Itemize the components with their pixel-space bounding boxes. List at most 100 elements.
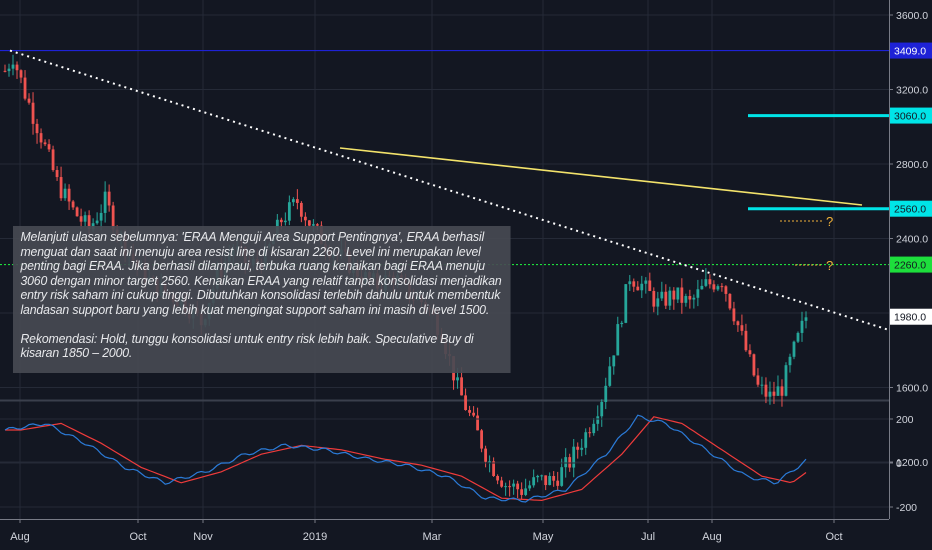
time-tick-label: 2019	[303, 531, 327, 543]
candle-body	[728, 293, 732, 309]
candle-body	[524, 488, 528, 495]
candle-body	[311, 224, 315, 226]
candle-body	[736, 321, 740, 326]
candle-body	[544, 475, 548, 486]
candle-body	[660, 291, 664, 299]
candle-body	[780, 386, 784, 396]
time-tick-label: Jul	[641, 531, 655, 543]
candle-body	[684, 296, 688, 303]
candle-body	[63, 188, 67, 199]
candle-body	[27, 98, 31, 103]
candle-body	[460, 377, 463, 396]
candle-body	[103, 191, 107, 213]
trendline-yellow	[339, 147, 863, 206]
candle-body	[732, 308, 736, 322]
candle-body	[560, 467, 564, 486]
candle-body	[464, 395, 467, 411]
candle-body	[616, 324, 620, 356]
price-tick-label: 3200.0	[896, 85, 928, 97]
trendline-white-dotted	[9, 49, 890, 331]
time-axis-bg	[0, 520, 932, 550]
candle-body	[47, 144, 51, 150]
candle-body	[668, 290, 672, 306]
candle-body	[107, 191, 111, 206]
candle-body	[584, 432, 588, 448]
candle-body	[87, 215, 91, 230]
candle-body	[3, 70, 7, 72]
candle-body	[295, 199, 299, 203]
candle-body	[596, 416, 600, 424]
candle-body	[67, 188, 71, 202]
candle-body	[516, 483, 520, 490]
oscillator-panel	[0, 414, 889, 508]
time-tick-label: Oct	[129, 531, 146, 543]
candle-body	[504, 486, 508, 488]
candle-body	[23, 77, 27, 99]
candle-body	[624, 284, 628, 323]
candle-body	[708, 279, 712, 285]
candle-body	[83, 215, 87, 222]
candle-body	[716, 286, 720, 290]
price-label: 2560.0	[894, 204, 926, 216]
candle-body	[468, 410, 471, 413]
price-label: 3409.0	[894, 46, 926, 58]
candle-body	[640, 283, 644, 291]
candle-body	[632, 281, 636, 287]
candle-body	[291, 199, 295, 203]
candle-body	[279, 219, 283, 223]
candle-body	[283, 220, 287, 223]
candle-body	[612, 355, 616, 367]
trendlines: ??	[9, 49, 890, 331]
candle-body	[303, 216, 307, 221]
candle-body	[456, 377, 459, 381]
candle-body	[580, 447, 584, 450]
candle-body	[696, 289, 700, 298]
candle-body	[764, 384, 768, 397]
candle-body	[688, 296, 692, 300]
candle-body	[500, 480, 504, 487]
candle-body	[528, 485, 532, 489]
candle-body	[307, 220, 311, 226]
candle-body	[788, 356, 792, 366]
candle-body	[7, 68, 11, 72]
candle-body	[496, 476, 500, 481]
candle-body	[676, 287, 680, 300]
price-tick-label: 1200.0	[896, 457, 928, 469]
osc-tick-label: 200	[896, 414, 914, 426]
analysis-note: Melanjuti ulasan sebelumnya: 'ERAA Mengu…	[13, 226, 511, 373]
candle-body	[600, 401, 604, 417]
candle-body	[55, 170, 59, 178]
candle-body	[472, 412, 475, 416]
candle-body	[79, 216, 83, 222]
candle-body	[520, 489, 524, 495]
price-tick-label: 1600.0	[896, 383, 928, 395]
candle-body	[724, 286, 728, 294]
time-tick-label: Nov	[193, 531, 213, 543]
candle-body	[476, 415, 479, 431]
candle-body	[692, 297, 696, 300]
time-tick-label: Aug	[702, 531, 722, 543]
candle-body	[512, 483, 516, 487]
candle-body	[804, 317, 808, 321]
price-label-bg	[890, 107, 932, 124]
candle-body	[656, 298, 660, 307]
candle-body	[536, 475, 540, 478]
price-tick-label: 3600.0	[896, 10, 928, 22]
candle-body	[636, 286, 640, 291]
candle-body	[752, 354, 756, 376]
candle-body	[19, 70, 23, 78]
candle-body	[480, 430, 483, 449]
candle-body	[572, 446, 576, 468]
price-label-bg	[890, 308, 932, 325]
candle-body	[111, 205, 115, 230]
candle-body	[800, 320, 804, 333]
price-label-bg	[890, 256, 932, 273]
osc-tick-label: 0	[896, 458, 902, 470]
candle-body	[796, 332, 800, 342]
candle-body	[492, 461, 496, 477]
candle-body	[576, 446, 580, 450]
candle-body	[31, 102, 35, 124]
candle-body	[592, 423, 596, 434]
candle-body	[488, 461, 492, 463]
